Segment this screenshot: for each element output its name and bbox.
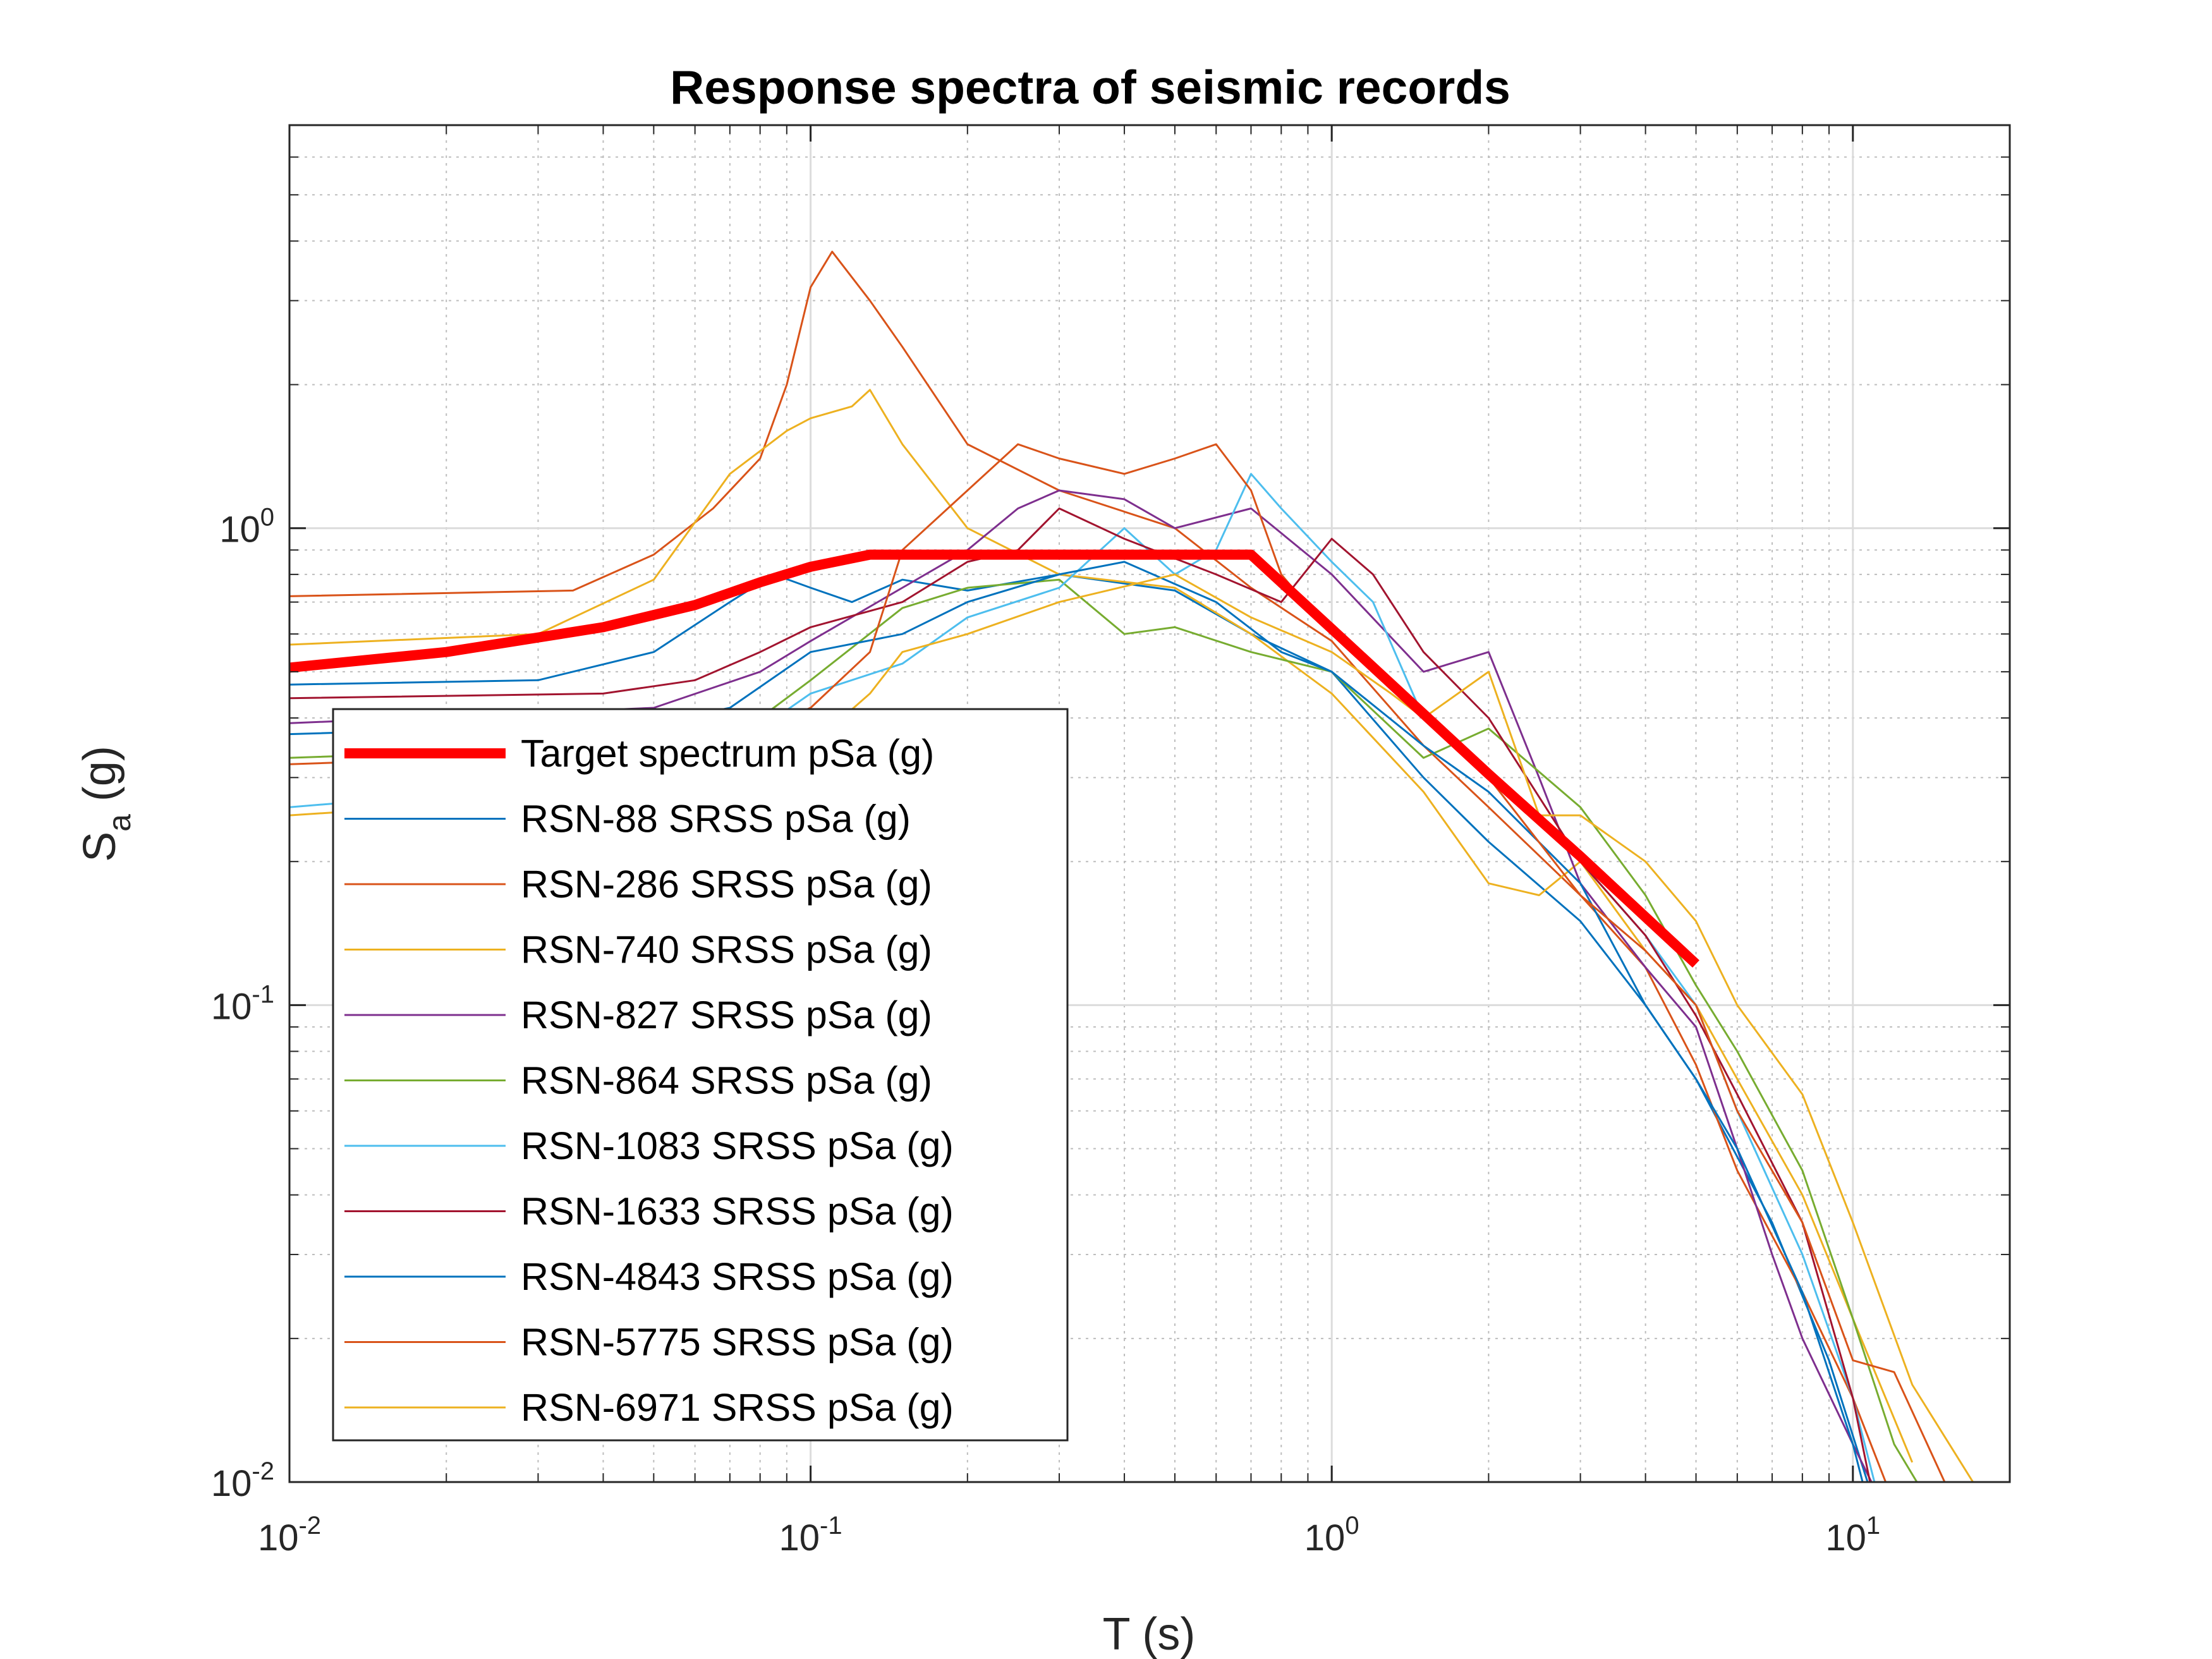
- x-tick-label-exponent: -1: [820, 1512, 842, 1540]
- x-tick-label-base: 10: [1304, 1517, 1346, 1559]
- y-tick-label-base: 10: [211, 1463, 252, 1504]
- series-line-3: [289, 389, 1914, 1463]
- y-axis-label-main: S: [75, 832, 125, 862]
- legend-box: [332, 708, 1069, 1442]
- x-tick-label: 10-2: [258, 1512, 321, 1559]
- legend-label-4: RSN-827 SRSS pSa (g): [521, 994, 932, 1036]
- y-tick-label: 100: [219, 504, 274, 550]
- x-tick-label-exponent: 1: [1866, 1512, 1880, 1540]
- x-tick-label-base: 10: [1825, 1517, 1866, 1559]
- x-tick-label: 10-1: [779, 1512, 842, 1559]
- y-tick-label-base: 10: [219, 509, 260, 550]
- y-tick-label-exponent: 0: [260, 504, 274, 532]
- series-lines: [289, 250, 1974, 1482]
- chart-title: Response spectra of seismic records: [670, 61, 1510, 114]
- legend-label-3: RSN-740 SRSS pSa (g): [521, 928, 932, 971]
- legend-label-5: RSN-864 SRSS pSa (g): [521, 1059, 932, 1102]
- y-tick-label: 10-2: [211, 1457, 274, 1504]
- x-axis-label: T (s): [1103, 1609, 1196, 1659]
- y-tick-label: 10-1: [211, 980, 274, 1027]
- y-tick-label-exponent: -2: [252, 1457, 274, 1485]
- legend-label-6: RSN-1083 SRSS pSa (g): [521, 1124, 954, 1167]
- series-line-10: [289, 573, 1974, 1482]
- legend-label-2: RSN-286 SRSS pSa (g): [521, 863, 932, 906]
- legend-label-9: RSN-5775 SRSS pSa (g): [521, 1321, 954, 1364]
- series-line-8: [289, 561, 1864, 1482]
- y-axis-label: Sa (g): [75, 746, 137, 862]
- series-line-0: [289, 549, 1699, 968]
- series-line-4: [289, 489, 1873, 1482]
- legend-items: Target spectrum pSa (g) RSN-88 SRSS pSa (…: [344, 732, 954, 1429]
- legend-label-1: RSN-88 SRSS pSa (g): [521, 798, 911, 841]
- legend-label-8: RSN-4843 SRSS pSa (g): [521, 1255, 954, 1298]
- y-tick-label-exponent: -1: [252, 980, 274, 1008]
- legend-label-10: RSN-6971 SRSS pSa (g): [521, 1386, 954, 1429]
- x-tick-label: 100: [1304, 1512, 1359, 1559]
- x-tick-labels: 10-2 10-1 100 101: [258, 1512, 1880, 1559]
- y-axis-label-suffix: (g): [75, 746, 125, 814]
- y-tick-label-base: 10: [211, 986, 252, 1027]
- x-tick-label-exponent: 0: [1345, 1512, 1359, 1540]
- series-line-2: [289, 250, 1887, 1482]
- legend-label-7: RSN-1633 SRSS pSa (g): [521, 1190, 954, 1233]
- x-tick-label: 101: [1825, 1512, 1880, 1559]
- axis-ticks: [288, 125, 2010, 1483]
- legend-label-0: Target spectrum pSa (g): [521, 732, 934, 775]
- x-tick-label-exponent: -2: [298, 1512, 321, 1540]
- x-tick-label-base: 10: [779, 1517, 820, 1559]
- plot-frame: [288, 124, 2011, 1483]
- y-axis-label-subscript: a: [102, 814, 137, 832]
- x-tick-label-base: 10: [258, 1517, 299, 1559]
- legend: Target spectrum pSa (g) RSN-88 SRSS pSa (…: [332, 708, 1069, 1442]
- series-line-9: [289, 443, 1947, 1482]
